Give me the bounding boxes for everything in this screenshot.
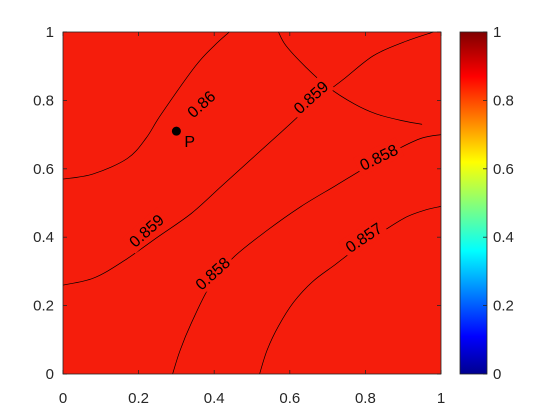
- y-axis: 0 0.2 0.4 0.6 0.8 1: [33, 24, 441, 383]
- contour-line-0: [62, 31, 230, 180]
- contour-lines: [62, 31, 442, 375]
- plot-frame: [62, 31, 442, 375]
- point-label: P: [184, 134, 195, 151]
- y-tick-label: 0.6: [33, 161, 54, 178]
- contour-label-bg: [188, 249, 237, 297]
- contour-line-3: [172, 134, 442, 375]
- contour-line-4: [259, 206, 442, 375]
- contour-label-bg: [180, 83, 222, 125]
- colorbar-tick-label: 0.4: [493, 229, 514, 246]
- plot-area: [63, 32, 441, 374]
- colorbar-ticks: 0 0.2 0.4 0.6 0.8 1: [483, 24, 514, 383]
- y-tick-label: 0.8: [33, 92, 54, 109]
- point-marker: [171, 126, 181, 136]
- colorbar-tick-label: 0.8: [493, 92, 514, 109]
- contour-label-bg: [122, 207, 171, 254]
- y-tick-label: 0.4: [33, 229, 54, 246]
- colorbar-tick-label: 0.2: [493, 298, 514, 315]
- y-tick-label: 0: [46, 366, 54, 383]
- x-axis: 0 0.2 0.4 0.6 0.8 1: [59, 32, 445, 407]
- colorbar-tick-label: 0: [493, 366, 501, 383]
- x-tick-label: 0: [59, 390, 67, 407]
- x-tick-label: 0.8: [355, 390, 376, 407]
- y-tick-label: 1: [46, 24, 54, 41]
- contour-label-bg: [338, 215, 389, 259]
- x-tick-label: 0.6: [279, 390, 300, 407]
- contour-label-bg: [286, 73, 335, 121]
- colorbar-tick-label: 1: [493, 24, 501, 41]
- contour-line-1: [278, 31, 423, 125]
- contour-label-bg: [353, 137, 405, 177]
- contour-line-2: [62, 31, 434, 286]
- y-tick-label: 0.2: [33, 298, 54, 315]
- x-tick-label: 1: [437, 390, 445, 407]
- x-tick-label: 0.4: [204, 390, 225, 407]
- colorbar: [459, 31, 488, 375]
- x-tick-label: 0.2: [128, 390, 149, 407]
- colorbar-tick-label: 0.6: [493, 161, 514, 178]
- marked-points: P: [171, 126, 195, 151]
